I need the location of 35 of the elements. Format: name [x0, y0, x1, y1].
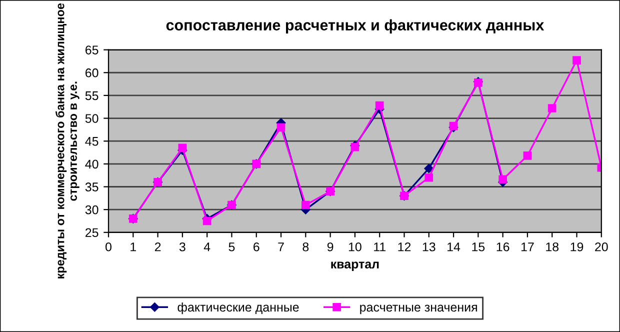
x-tick-label: 12 — [398, 242, 411, 252]
x-tick-label: 11 — [374, 242, 386, 252]
x-tick-label: 17 — [521, 242, 534, 252]
x-tick-label: 7 — [278, 242, 284, 252]
y-tick-label: 25 — [86, 228, 98, 238]
y-tick-label: 30 — [85, 205, 98, 214]
y-tick-label: 35 — [85, 182, 98, 192]
y-tick-label: 40 — [85, 160, 98, 169]
y-tick-label: 50 — [85, 114, 98, 123]
y-tick-label: 65 — [86, 46, 98, 54]
x-tick-label: 19 — [570, 242, 584, 252]
x-tick-label: 18 — [546, 242, 559, 252]
x-tick-label: 3 — [179, 242, 186, 252]
x-tick-label: 13 — [422, 242, 436, 252]
x-tick-label: 8 — [302, 242, 309, 252]
x-tick-label: 4 — [204, 242, 210, 252]
legend-label: расчетные значения — [360, 304, 477, 314]
y-tick-label: 55 — [85, 91, 98, 100]
chart-title: сопоставление расчетных и фактических данных — [166, 19, 544, 34]
x-tick-label: 6 — [254, 242, 260, 252]
y-tick-label: 45 — [85, 137, 98, 146]
legend-label: фактические данные — [178, 302, 299, 314]
x-tick-label: 16 — [496, 242, 510, 252]
x-tick-label: 1 — [130, 242, 136, 252]
y-tick-label: 60 — [86, 68, 98, 78]
y-axis-title: кредиты от коммерческого банка на жилищное строительство в у.е. — [55, 3, 80, 278]
x-tick-label: 2 — [154, 242, 161, 252]
x-tick-label: 20 — [595, 242, 608, 252]
x-tick-label: 9 — [327, 242, 334, 252]
x-tick-label: 0 — [106, 242, 112, 252]
x-tick-label: 10 — [348, 242, 362, 252]
x-tick-label: 5 — [228, 242, 235, 252]
x-tick-label: 15 — [472, 242, 485, 252]
x-axis-title: квартал — [331, 262, 379, 271]
x-tick-label: 14 — [448, 242, 460, 252]
